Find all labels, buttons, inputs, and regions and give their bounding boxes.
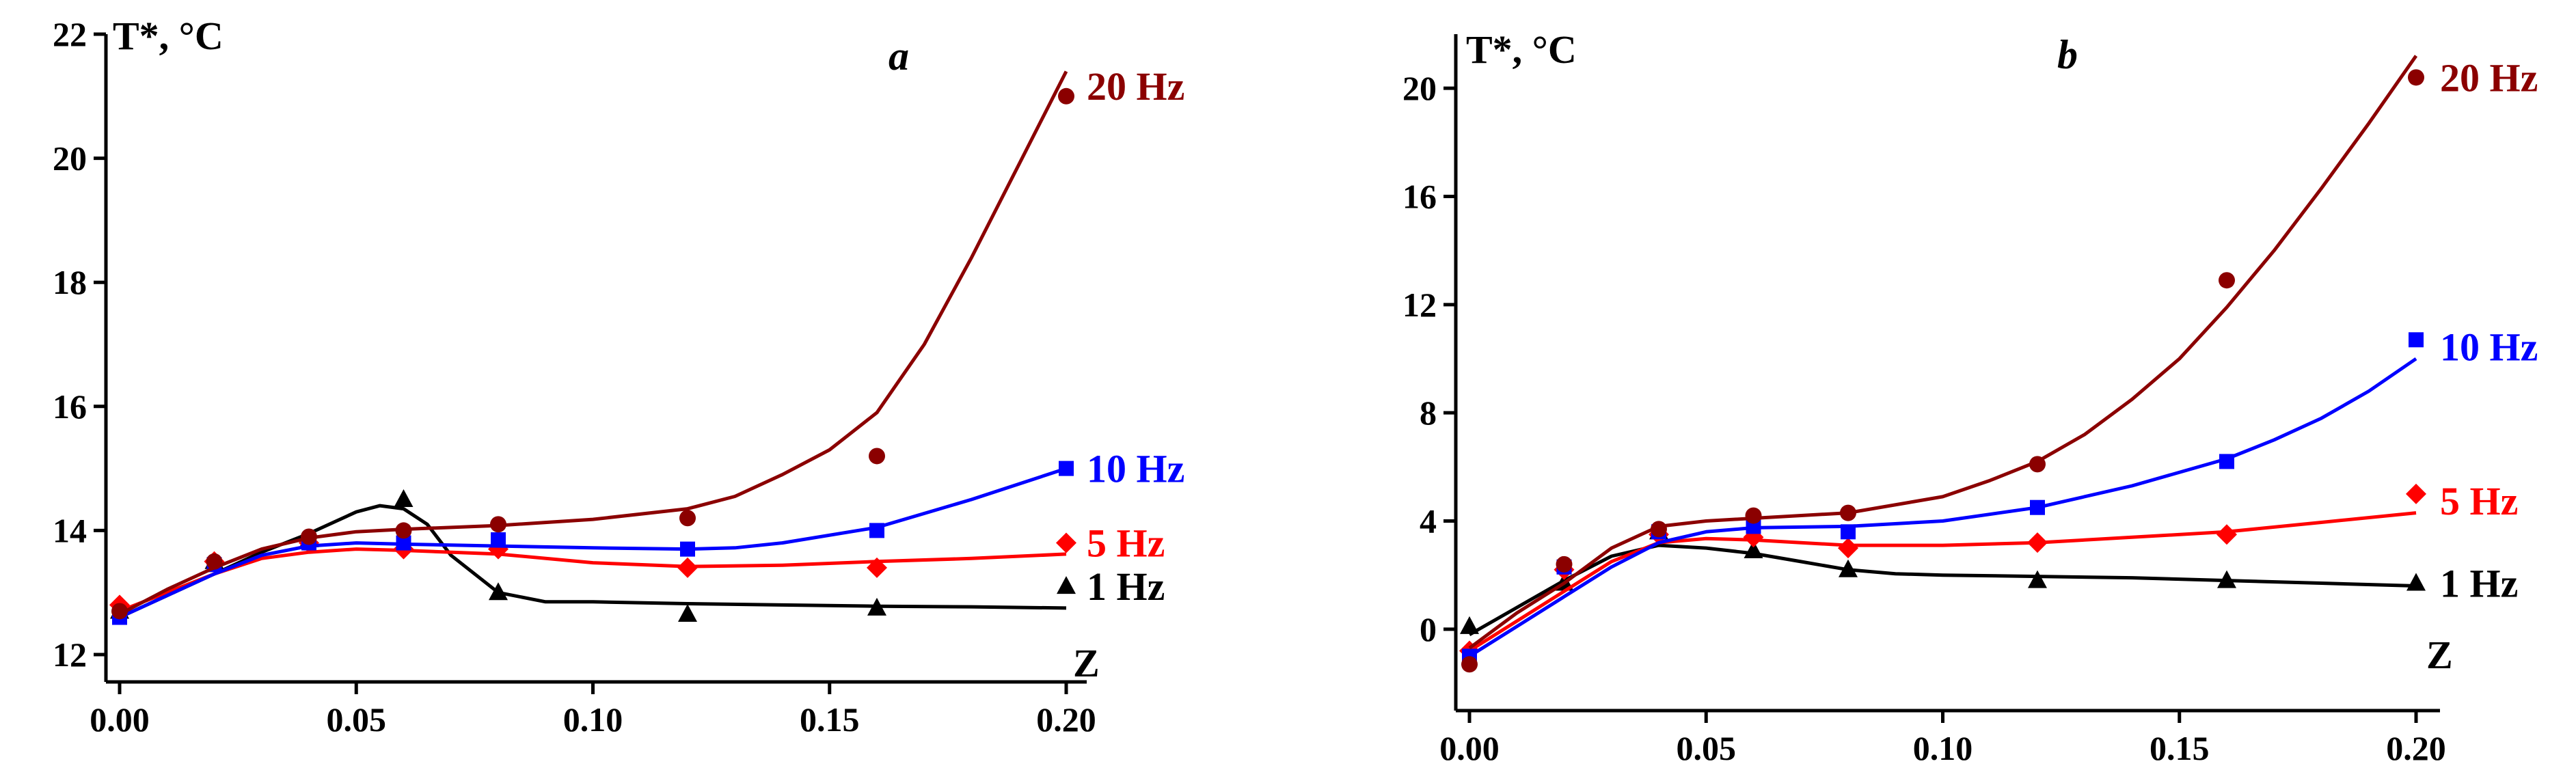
data-point bbox=[206, 553, 223, 570]
data-point bbox=[1838, 538, 1858, 559]
data-point bbox=[489, 582, 508, 601]
data-point bbox=[1460, 616, 1479, 634]
chart-panel-a: 12 14 16 18 20 22 0.00 0.05 0.10 0.15 0.20 T*, °C Za… bbox=[53, 14, 1184, 739]
fit-line bbox=[1468, 55, 2418, 650]
x-tick-label: 0.20 bbox=[1036, 700, 1096, 739]
y-tick-label: 16 bbox=[1402, 178, 1437, 216]
y-tick-label: 0 bbox=[1420, 610, 1437, 648]
y-tick-label: 4 bbox=[1420, 502, 1437, 540]
data-point bbox=[1058, 87, 1074, 105]
x-axis-title: Z bbox=[1073, 641, 1100, 685]
series-5-hz: 5 Hz bbox=[1459, 479, 2518, 661]
y-tick-label: 14 bbox=[53, 511, 87, 549]
data-point bbox=[2219, 272, 2235, 289]
series-label: 1 Hz bbox=[1087, 564, 1165, 609]
x-tick-label: 0.10 bbox=[1913, 729, 1973, 767]
y-tick-label: 18 bbox=[53, 263, 87, 301]
y-tick-label: 8 bbox=[1420, 394, 1437, 432]
data-point bbox=[678, 603, 697, 622]
series-label: 10 Hz bbox=[2440, 325, 2538, 369]
x-tick-label: 0.00 bbox=[1439, 729, 1500, 767]
data-point bbox=[2219, 454, 2234, 469]
y-axis-title: T*, °C bbox=[113, 14, 223, 58]
fit-line bbox=[1468, 511, 2417, 653]
series-20-hz: 20 Hz bbox=[1461, 55, 2538, 673]
series-1-hz: 1 Hz bbox=[1460, 521, 2518, 636]
data-point bbox=[491, 532, 506, 548]
x-tick-label: 0.20 bbox=[2386, 729, 2446, 767]
series-10-hz: 10 Hz bbox=[112, 447, 1184, 625]
panel-letter: b bbox=[2057, 32, 2078, 77]
data-point bbox=[1745, 507, 1762, 524]
fit-line bbox=[118, 504, 1067, 619]
data-point bbox=[2029, 456, 2046, 473]
fit-line bbox=[1468, 543, 2417, 636]
series-label: 5 Hz bbox=[2440, 479, 2518, 523]
y-tick-label: 20 bbox=[1402, 69, 1437, 107]
data-point bbox=[2216, 524, 2237, 545]
data-point bbox=[2028, 570, 2047, 588]
x-tick-label: 0.15 bbox=[800, 700, 860, 739]
data-point bbox=[111, 603, 128, 620]
series-label: 1 Hz bbox=[2440, 562, 2518, 606]
series-label: 5 Hz bbox=[1087, 521, 1165, 566]
data-point bbox=[869, 523, 884, 538]
data-point bbox=[869, 448, 885, 465]
data-point bbox=[1057, 576, 1076, 594]
data-point bbox=[1841, 524, 1856, 540]
data-point bbox=[2409, 332, 2424, 348]
x-tick-label: 0.00 bbox=[90, 700, 150, 739]
data-point bbox=[1839, 559, 1858, 577]
series-10-hz: 10 Hz bbox=[1462, 325, 2538, 664]
data-point bbox=[1744, 540, 1763, 559]
series-1-hz: 1 Hz bbox=[110, 489, 1165, 622]
x-tick-label: 0.05 bbox=[327, 700, 387, 739]
data-point bbox=[680, 541, 695, 557]
data-point bbox=[2406, 573, 2426, 591]
data-point bbox=[394, 489, 413, 507]
data-point bbox=[301, 528, 317, 545]
data-point bbox=[2027, 532, 2048, 553]
y-tick-label: 12 bbox=[53, 635, 87, 674]
panel-letter: a bbox=[889, 33, 909, 79]
data-point bbox=[395, 522, 412, 539]
data-point bbox=[1056, 532, 1076, 553]
data-point bbox=[2217, 570, 2236, 588]
y-tick-label: 16 bbox=[53, 387, 87, 426]
fit-line bbox=[118, 467, 1067, 619]
chart-panel-b: 0 4 8 12 16 20 0.00 0.05 0.10 0.15 0.20 T*, °C Zb 1 H… bbox=[1402, 27, 2538, 767]
y-axis-title: T*, °C bbox=[1466, 27, 1577, 72]
data-point bbox=[867, 597, 886, 616]
series-label: 20 Hz bbox=[1087, 64, 1184, 109]
data-point bbox=[867, 557, 887, 578]
x-tick-label: 0.10 bbox=[563, 700, 623, 739]
series-label: 10 Hz bbox=[1087, 447, 1184, 491]
data-point bbox=[490, 516, 506, 533]
x-tick-label: 0.05 bbox=[1677, 729, 1737, 767]
data-point bbox=[2408, 69, 2424, 86]
fit-line bbox=[118, 70, 1068, 616]
y-tick-label: 20 bbox=[53, 139, 87, 178]
series-label: 20 Hz bbox=[2440, 55, 2538, 100]
x-tick-label: 0.15 bbox=[2150, 729, 2210, 767]
data-point bbox=[677, 557, 698, 578]
data-point bbox=[679, 510, 696, 527]
data-point bbox=[1840, 504, 1856, 521]
data-point bbox=[1461, 656, 1478, 673]
y-tick-label: 22 bbox=[53, 15, 87, 53]
data-point bbox=[2406, 483, 2426, 504]
data-point bbox=[396, 535, 411, 551]
y-tick-label: 12 bbox=[1402, 286, 1437, 324]
data-point bbox=[1556, 556, 1573, 573]
fit-line bbox=[1468, 357, 2417, 658]
x-axis-title: Z bbox=[2426, 633, 2453, 677]
data-point bbox=[1651, 521, 1667, 538]
series-20-hz: 20 Hz bbox=[111, 64, 1184, 620]
data-point bbox=[1059, 461, 1074, 476]
data-point bbox=[2030, 499, 2045, 515]
